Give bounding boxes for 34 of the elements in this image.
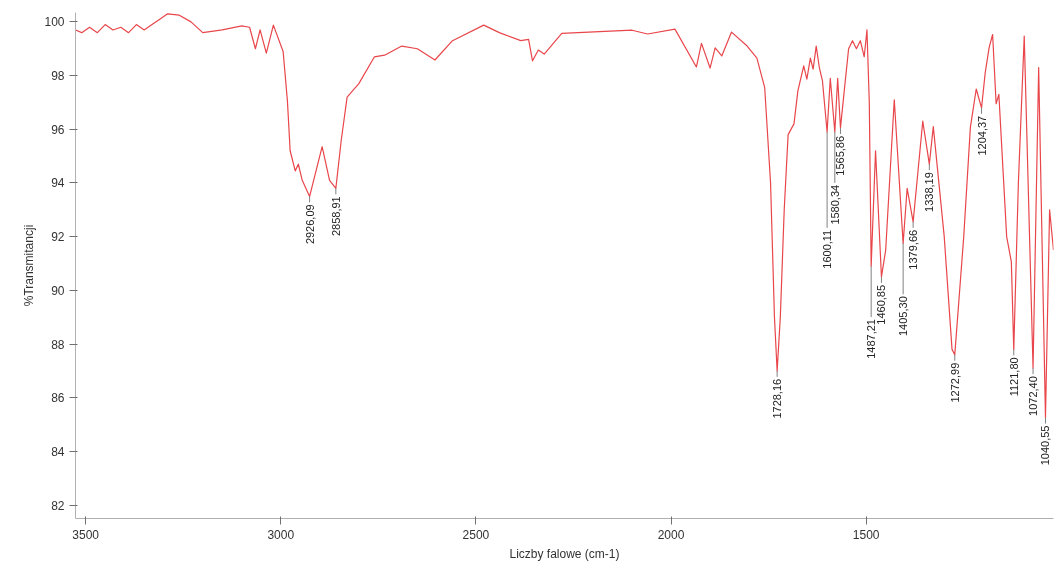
x-tick-label: 3500 [72,527,100,542]
y-tick-label: 92 [51,230,65,245]
annotation: 1338,19 [923,172,936,212]
annotation: 1600,11 [821,229,834,269]
annotation: 1405,30 [897,296,910,337]
x-axis-title: Liczby falowe (cm-1) [509,546,620,561]
annotation: 1204,37 [975,115,988,156]
annotation: 2926,09 [303,204,316,245]
line-series [75,13,1054,419]
y-tick-label: 96 [51,122,65,137]
y-tick-label: 94 [51,176,65,191]
x-tick-label: 3000 [267,527,295,542]
x-tick-label: 1500 [852,527,880,542]
annotation: 1565,86 [834,135,847,176]
y-tick-label: 100 [44,15,65,30]
y-tick-label: 82 [51,498,65,513]
y-tick-label: 88 [51,337,65,352]
annotation: 1580,34 [828,184,841,225]
annotation: 1040,55 [1039,425,1052,466]
annotation: 1272,99 [948,362,961,403]
annotation: 1379,66 [907,229,920,270]
x-tick-label: 2000 [657,527,685,542]
y-tick-label: 98 [51,69,65,84]
x-tick-label: 2500 [462,527,490,542]
annotation: 1460,85 [875,284,888,325]
annotation: 1072,40 [1027,376,1040,416]
y-axis-title: %Transmitancji [22,224,37,307]
annotation: 2858,91 [329,196,342,237]
y-tick-label: 84 [51,444,65,459]
annotation: 1487,21 [865,319,878,359]
annotation: 1121,80 [1007,357,1020,397]
annotation: 1728,16 [771,378,784,419]
y-tick-label: 90 [51,283,65,298]
y-tick-label: 86 [51,391,65,406]
